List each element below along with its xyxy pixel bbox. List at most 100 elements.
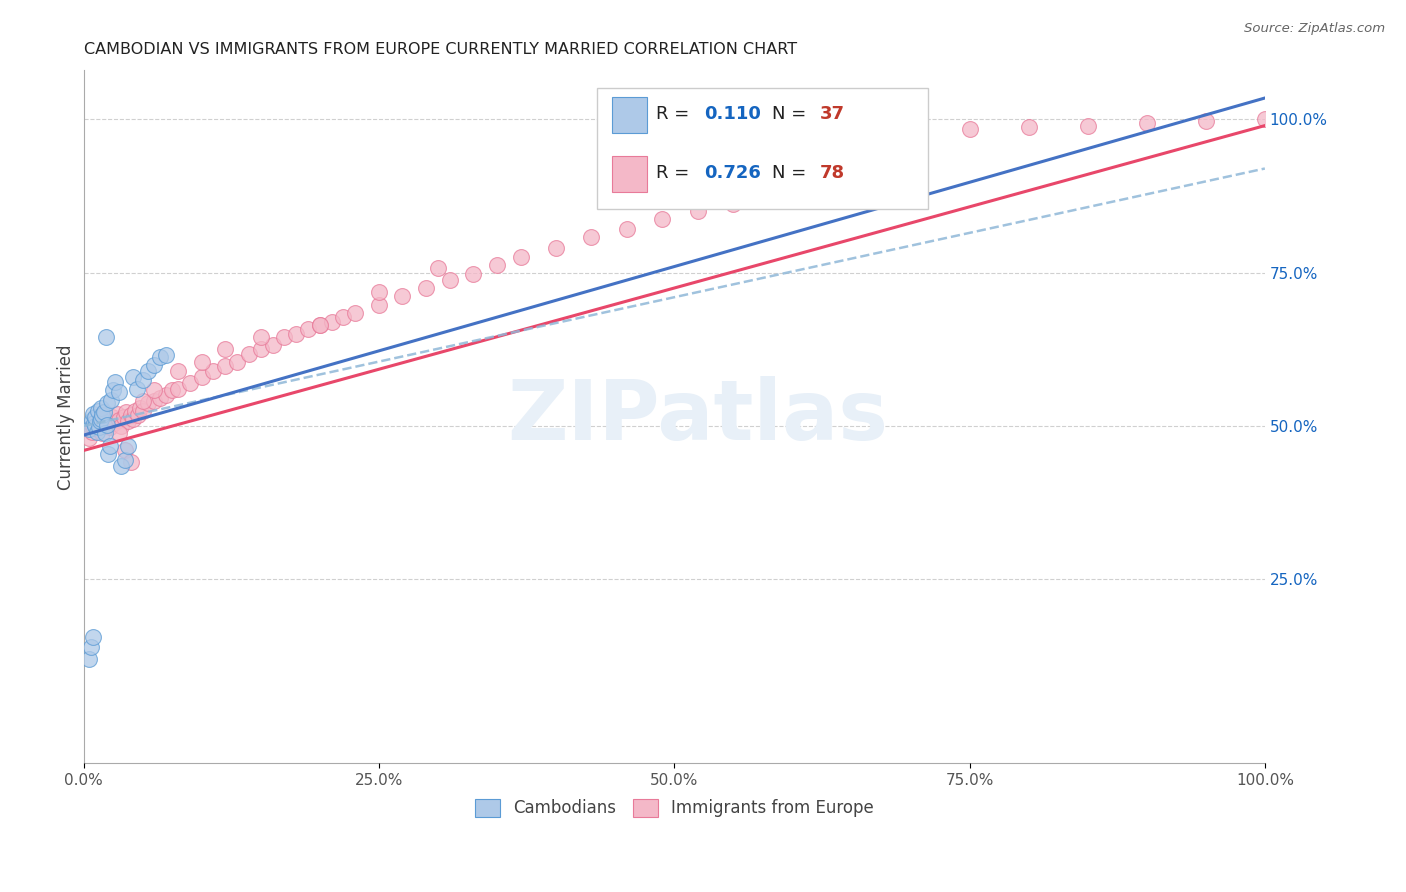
Point [117, 414, 139, 428]
Point [581, 230, 603, 244]
Point [79, 640, 101, 654]
Point [125, 382, 148, 396]
Point [103, 416, 125, 430]
Point [179, 376, 201, 390]
Point [79, 652, 101, 666]
Point [544, 241, 567, 255]
Point [89, 414, 111, 428]
Point [131, 394, 153, 409]
Point [112, 409, 135, 424]
Point [84, 419, 107, 434]
Point [100, 393, 122, 408]
Point [190, 370, 212, 384]
Point [143, 384, 166, 398]
Point [167, 382, 190, 396]
Text: R =: R = [657, 164, 696, 182]
Point [108, 385, 131, 400]
Point [94, 419, 117, 434]
Point [226, 354, 249, 368]
Point [91, 408, 114, 422]
Point [98, 439, 121, 453]
Point [80, 413, 103, 427]
Point [122, 411, 145, 425]
Point [439, 273, 461, 287]
Point [104, 375, 127, 389]
Point [83, 416, 105, 430]
Point [308, 318, 330, 332]
Text: Source: ZipAtlas.com: Source: ZipAtlas.com [1244, 22, 1385, 36]
Point [114, 452, 136, 467]
Point [190, 354, 212, 368]
Point [249, 343, 271, 357]
Point [93, 405, 115, 419]
Point [94, 426, 117, 441]
Point [138, 364, 160, 378]
Point [415, 281, 437, 295]
Point [117, 439, 139, 453]
Point [127, 408, 149, 422]
Point [297, 322, 319, 336]
Text: N =: N = [772, 105, 813, 123]
Point [651, 211, 673, 226]
Point [149, 392, 172, 406]
Point [79, 422, 101, 436]
Text: 78: 78 [820, 164, 845, 182]
Point [120, 454, 142, 468]
Y-axis label: Currently Married: Currently Married [58, 344, 75, 490]
Point [321, 315, 343, 329]
Point [143, 358, 166, 372]
Text: N =: N = [772, 164, 813, 182]
Point [82, 407, 104, 421]
Point [86, 403, 108, 417]
Point [84, 416, 107, 430]
Legend: Cambodians, Immigrants from Europe: Cambodians, Immigrants from Europe [468, 792, 880, 824]
Point [110, 419, 132, 434]
Point [214, 343, 236, 357]
Point [273, 330, 295, 344]
Point [285, 326, 308, 341]
Point [344, 305, 367, 319]
Point [96, 417, 118, 432]
Point [426, 260, 449, 275]
Point [1077, 119, 1099, 133]
Point [367, 297, 389, 311]
Point [108, 413, 131, 427]
Point [262, 338, 284, 352]
Point [86, 425, 108, 439]
Point [202, 364, 225, 378]
Point [367, 285, 389, 300]
Text: ZIPatlas: ZIPatlas [508, 376, 889, 458]
Point [131, 373, 153, 387]
Point [1018, 120, 1040, 134]
Point [82, 631, 104, 645]
Point [463, 267, 485, 281]
Point [155, 349, 177, 363]
Point [391, 289, 413, 303]
Point [89, 413, 111, 427]
Point [308, 318, 330, 332]
Point [87, 420, 110, 434]
Point [115, 405, 138, 419]
Point [80, 425, 103, 439]
Point [509, 251, 531, 265]
Point [90, 401, 112, 415]
Point [96, 395, 118, 409]
Point [1136, 115, 1159, 129]
Point [79, 431, 101, 445]
Point [120, 408, 142, 422]
Point [900, 128, 922, 142]
Point [82, 419, 104, 434]
Point [249, 330, 271, 344]
Bar [612, 155, 647, 192]
Point [108, 426, 131, 441]
Point [782, 138, 804, 153]
Point [91, 426, 114, 441]
Point [105, 407, 128, 421]
Point [1195, 113, 1218, 128]
Point [155, 388, 177, 402]
Point [616, 221, 638, 235]
Text: 37: 37 [820, 105, 845, 123]
Text: 0.110: 0.110 [704, 105, 761, 123]
Point [686, 204, 709, 219]
Point [97, 446, 120, 460]
